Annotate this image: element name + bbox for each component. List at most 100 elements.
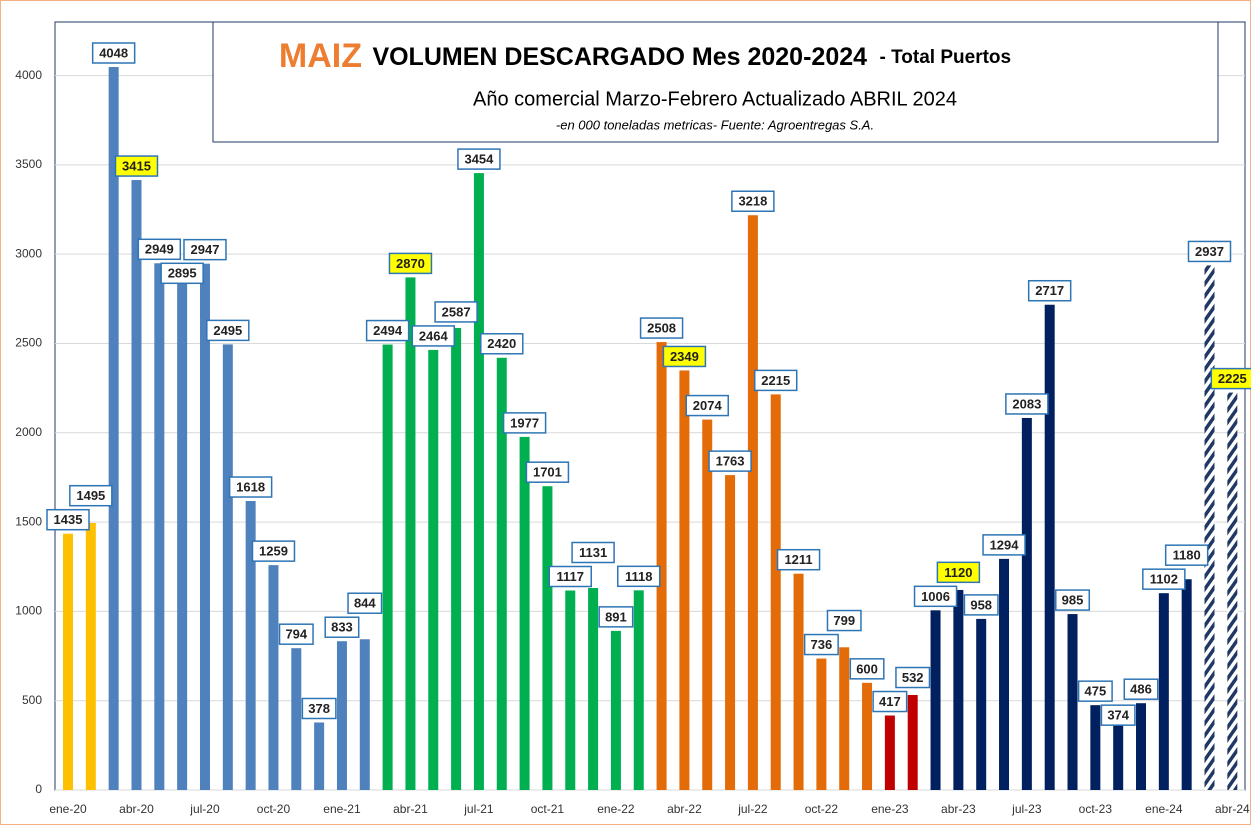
bar (1136, 703, 1147, 790)
bar (862, 682, 873, 790)
data-label: 2225 (1218, 371, 1247, 386)
data-label-box (525, 461, 570, 483)
bar (336, 641, 347, 790)
bar (451, 327, 462, 790)
data-label: 532 (902, 670, 924, 685)
data-label: 2949 (145, 242, 174, 257)
bar (154, 263, 165, 790)
data-label: 2870 (396, 256, 425, 271)
x-tick-label: jul-21 (463, 802, 494, 816)
data-label-box (548, 565, 593, 588)
data-label: 1180 (1173, 548, 1201, 563)
data-label: 2947 (191, 242, 220, 257)
bar (382, 344, 393, 790)
data-label: 1977 (510, 415, 539, 430)
bar (108, 67, 119, 791)
data-label: 3454 (464, 152, 494, 167)
data-label-box (114, 155, 159, 177)
x-tick-label: jul-22 (737, 802, 768, 816)
bar (1021, 417, 1032, 790)
bar (199, 263, 210, 790)
data-label-box (982, 534, 1026, 556)
data-label: 1495 (76, 488, 105, 503)
bar (268, 565, 279, 790)
data-label-box (1187, 240, 1232, 263)
data-label: 1006 (921, 589, 950, 604)
bar (747, 215, 758, 790)
bar (999, 558, 1010, 790)
bar (770, 394, 781, 790)
bar (428, 349, 439, 790)
chart-title: MAIZ VOLUMEN DESCARGADO Mes 2020-2024 - … (279, 37, 1011, 75)
data-label-box (137, 238, 182, 261)
data-label-box (1100, 704, 1136, 726)
data-label: 2895 (168, 266, 197, 281)
data-label: 958 (970, 597, 992, 612)
data-label-box (872, 690, 908, 713)
bar (1067, 614, 1078, 790)
bar (565, 590, 576, 790)
data-label-box (46, 508, 90, 531)
data-label: 2495 (213, 323, 242, 338)
data-label: 891 (605, 609, 627, 624)
data-label-box (1055, 589, 1091, 611)
data-label: 799 (833, 613, 855, 628)
bar (610, 630, 621, 790)
data-label: 1435 (54, 512, 83, 527)
data-label-box (228, 476, 273, 498)
bar (177, 272, 188, 790)
bar (1181, 579, 1192, 790)
x-tick-label: oct-22 (805, 802, 839, 816)
data-label: 1118 (625, 569, 653, 584)
data-label-box (708, 450, 752, 472)
bar (63, 533, 73, 790)
bar (884, 715, 895, 790)
bar (1158, 593, 1169, 790)
data-label-box (639, 317, 684, 339)
x-tick-label: abr-22 (667, 802, 702, 816)
data-label: 2420 (487, 336, 516, 351)
y-tick-label: 3500 (15, 157, 42, 171)
bar (359, 639, 370, 790)
y-tick-label: 0 (35, 782, 42, 796)
data-label-box (388, 252, 433, 275)
data-label-box (365, 319, 410, 342)
data-label: 486 (1130, 682, 1152, 697)
data-label: 1259 (259, 544, 288, 559)
x-tick-label: abr-21 (393, 802, 428, 816)
data-label: 794 (285, 627, 307, 642)
data-label-box (69, 484, 113, 507)
data-label: 378 (308, 701, 330, 716)
data-label: 2508 (647, 320, 676, 335)
bar (588, 587, 599, 790)
bar (314, 722, 325, 790)
data-label-box (1005, 393, 1049, 415)
data-label-box (963, 594, 999, 616)
data-label-box (753, 369, 798, 392)
x-tick-label: ene-24 (1145, 802, 1183, 816)
data-label: 2074 (693, 398, 723, 413)
data-label: 736 (811, 637, 833, 652)
title-part: MAIZ (279, 37, 362, 75)
chart-subtitle: Año comercial Marzo-Febrero Actualizado … (473, 88, 957, 110)
data-label: 844 (354, 596, 376, 611)
bar (702, 419, 713, 790)
data-label: 833 (331, 620, 353, 635)
data-label: 374 (1107, 708, 1129, 723)
data-label-box (91, 42, 136, 64)
x-tick-label: jul-23 (1011, 802, 1042, 816)
data-label-box (1210, 367, 1251, 390)
data-label: 3415 (122, 159, 151, 174)
data-label: 1618 (236, 479, 265, 494)
data-label-box (301, 697, 337, 720)
y-tick-label: 1000 (15, 604, 42, 618)
bar (839, 647, 850, 790)
bar (473, 173, 484, 790)
data-label-box (936, 561, 981, 584)
bar (245, 501, 256, 790)
data-label-box (347, 592, 383, 614)
data-label-box (434, 301, 478, 323)
data-label: 1120 (944, 565, 972, 580)
data-label-box (662, 345, 707, 368)
